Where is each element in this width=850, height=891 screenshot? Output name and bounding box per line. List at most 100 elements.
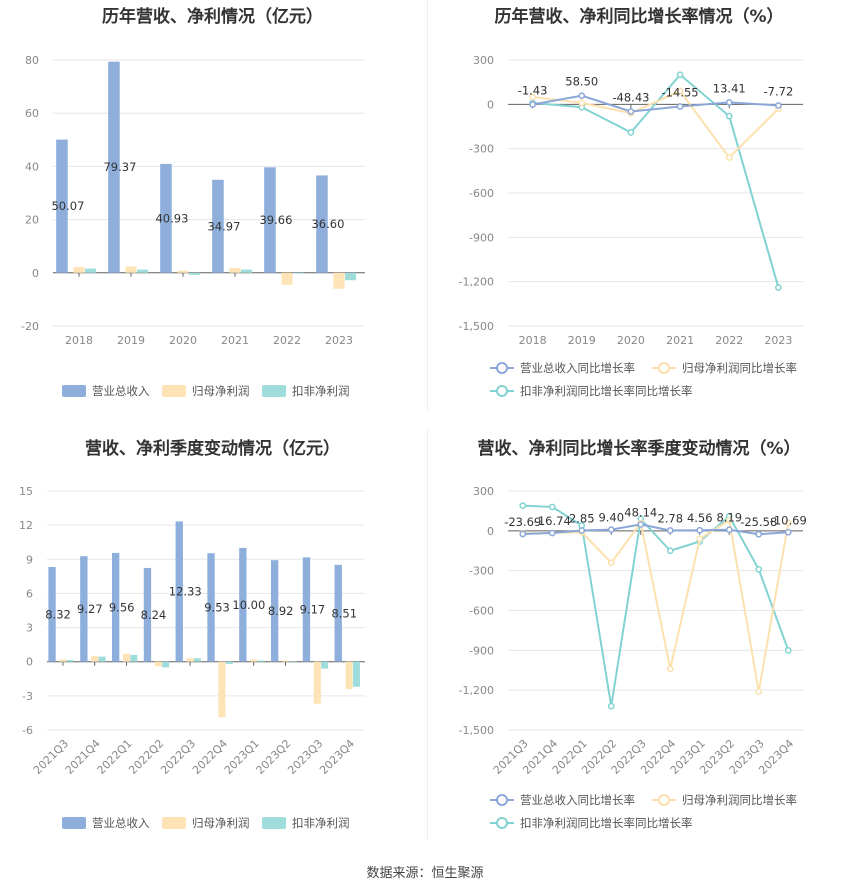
- y-tick-label: -900: [469, 231, 494, 244]
- x-tick-label: 2020: [617, 334, 645, 347]
- bar: [257, 660, 265, 662]
- series-line: [522, 523, 789, 536]
- bar: [189, 272, 201, 275]
- data-point: [725, 99, 733, 106]
- bar: [333, 272, 345, 289]
- y-tick-label: -900: [469, 644, 494, 657]
- data-point: [775, 284, 782, 291]
- legend-marker: [496, 385, 508, 397]
- x-tick-label: 2019: [568, 334, 596, 347]
- x-tick-label: 2023Q4: [317, 737, 357, 777]
- annual-bar-chart: -20 0 20 40 60 80 2018 2019 2020 2021 2022 2023 50.0…: [21, 54, 365, 398]
- y-tick-label: -600: [469, 605, 494, 618]
- x-tick-label: 2022: [273, 334, 301, 347]
- y-tick-label: 0: [487, 98, 494, 111]
- x-tick-label: 2023: [764, 334, 792, 347]
- data-label: -23.69: [504, 515, 541, 529]
- series-line: [532, 73, 780, 288]
- data-label: 48.14: [624, 505, 657, 519]
- bar: [56, 139, 68, 273]
- data-label: 8.32: [45, 607, 71, 621]
- bar: [160, 163, 172, 273]
- legend-label: 营业总收入同比增长率: [520, 793, 635, 807]
- x-tick-label: 2021: [221, 334, 249, 347]
- data-point: [784, 646, 792, 654]
- data-label: 9.17: [300, 603, 326, 617]
- annual-bar-panel: 历年营收、净利情况（亿元） -20 0 20 40 60 80 2018 2019 2020 20…: [0, 0, 425, 410]
- bar: [59, 659, 67, 662]
- data-point: [696, 526, 704, 534]
- bar: [162, 661, 170, 668]
- legend-label: 营业总收入: [92, 384, 150, 398]
- data-label: 79.37: [103, 160, 136, 174]
- bar: [225, 661, 233, 664]
- y-tick-label: -1,500: [459, 724, 494, 737]
- y-tick-label: -600: [469, 187, 494, 200]
- y-tick-label: -1,200: [459, 276, 494, 289]
- x-tick-label: 2018: [65, 334, 93, 347]
- data-label: 8.24: [141, 608, 167, 622]
- legend-swatch: [62, 385, 86, 397]
- data-point: [696, 535, 704, 543]
- data-point: [676, 103, 684, 110]
- legend-label: 扣非净利润同比增长率同比增长率: [520, 816, 693, 830]
- bar: [316, 175, 328, 273]
- bar: [264, 167, 276, 273]
- bar: [281, 272, 293, 285]
- bar: [91, 656, 99, 662]
- bar: [193, 658, 201, 662]
- bar: [207, 553, 215, 662]
- legend-marker: [496, 362, 508, 374]
- legend-label: 归母净利润: [192, 816, 250, 830]
- bar: [98, 656, 106, 662]
- bar: [212, 179, 224, 273]
- bar: [321, 661, 329, 669]
- data-point: [784, 528, 792, 536]
- data-point: [607, 526, 615, 533]
- y-tick-label: -300: [469, 565, 494, 578]
- data-label: 13.41: [713, 81, 746, 95]
- y-tick-label: 60: [25, 107, 39, 120]
- legend-label: 扣非净利润: [292, 816, 350, 830]
- bar: [125, 266, 137, 273]
- x-tick-label: 2021: [666, 334, 694, 347]
- bar: [218, 661, 226, 718]
- bar: [143, 567, 152, 662]
- series-line: [532, 89, 780, 160]
- y-tick-label: 0: [26, 656, 33, 669]
- bar: [345, 272, 357, 281]
- bar: [108, 61, 120, 273]
- data-label: -16.74: [534, 514, 571, 528]
- data-point: [666, 547, 674, 555]
- quarterly-line-chart: -1,500-1,200-900-600-30003002021Q32021Q4…: [459, 485, 807, 830]
- data-point: [578, 99, 586, 107]
- bar: [123, 653, 130, 662]
- bar: [73, 266, 85, 273]
- legend-marker: [658, 794, 670, 806]
- y-tick-label: 40: [25, 160, 39, 173]
- data-point: [529, 101, 536, 108]
- chart-title: 营收、净利季度变动情况（亿元）: [85, 439, 340, 459]
- data-label: 36.60: [311, 217, 344, 231]
- annual-line-panel: 历年营收、净利同比增长率情况（%） -1,500 -1,200 -900 -600 -3…: [428, 0, 850, 410]
- bar: [313, 661, 321, 704]
- bar: [229, 268, 241, 273]
- data-label: 34.97: [207, 219, 240, 233]
- bar: [289, 661, 297, 662]
- data-point: [784, 519, 792, 527]
- data-label: -7.72: [764, 84, 794, 98]
- data-point: [548, 503, 556, 511]
- legend-marker: [658, 362, 670, 374]
- data-point: [755, 530, 763, 538]
- legend-swatch: [262, 817, 286, 829]
- data-label: 8.19: [716, 511, 742, 525]
- bar: [352, 661, 360, 687]
- y-tick-label: -1,200: [459, 684, 494, 697]
- data-point: [627, 129, 635, 136]
- legend-marker: [496, 794, 508, 806]
- divider: [427, 0, 428, 410]
- data-label: 9.40: [598, 511, 624, 525]
- data-label: 39.66: [259, 213, 292, 227]
- bar: [154, 661, 162, 667]
- data-point: [666, 527, 674, 534]
